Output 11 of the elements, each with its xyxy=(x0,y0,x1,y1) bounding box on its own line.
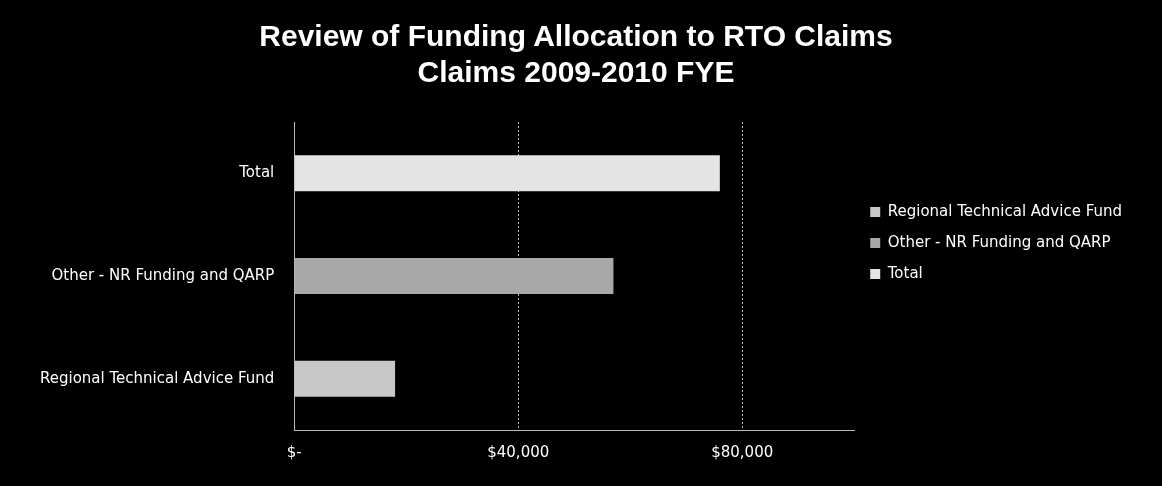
chart-subtitle: Claims 2009-2010 FYE xyxy=(417,55,735,89)
y-tick-label: Regional Technical Advice Fund xyxy=(39,368,275,387)
y-tick-label: Total xyxy=(238,163,275,182)
legend-label: Regional Technical Advice Fund xyxy=(887,201,1123,220)
legend-label: Other - NR Funding and QARP xyxy=(887,232,1111,251)
chart-title: Review of Funding Allocation to RTO Claims xyxy=(259,19,893,53)
x-tick-label: $40,000 xyxy=(487,442,550,461)
legend-label: Total xyxy=(886,263,923,282)
x-tick-label: $80,000 xyxy=(711,442,774,461)
x-tick-label: $- xyxy=(286,442,302,461)
y-tick-label: Other - NR Funding and QARP xyxy=(51,265,275,284)
